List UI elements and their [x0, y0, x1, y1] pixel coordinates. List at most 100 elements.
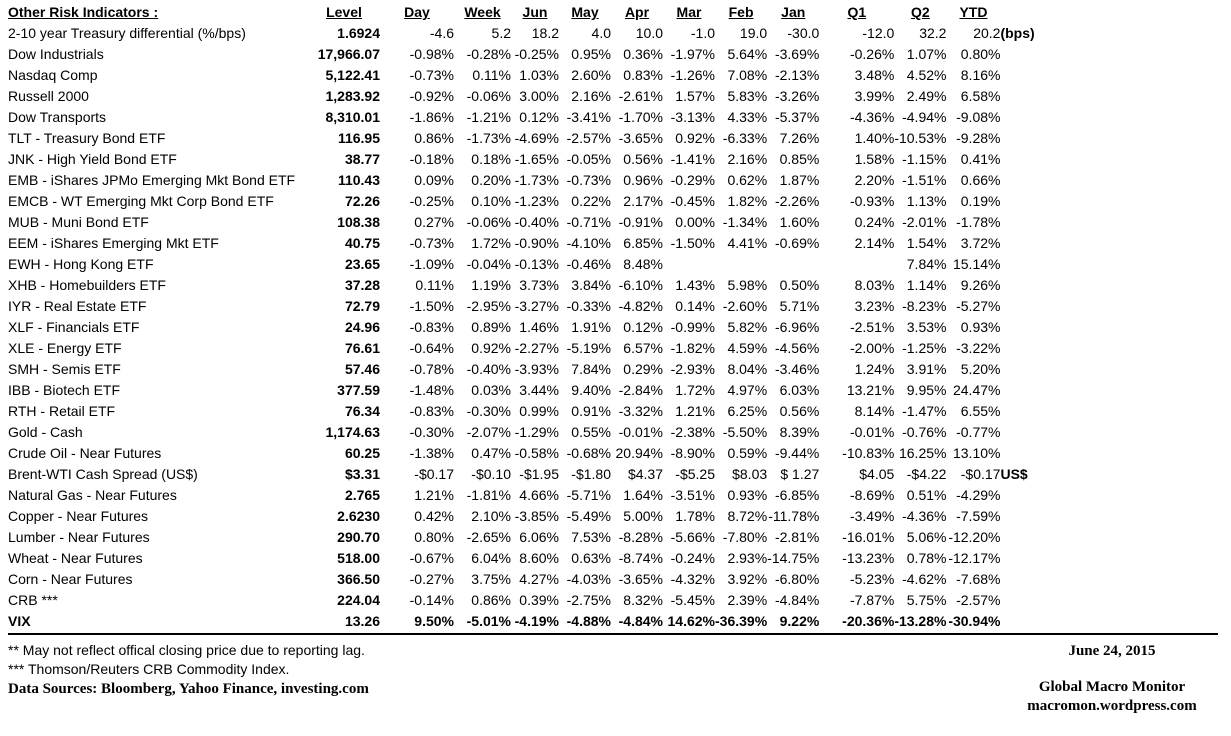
pct-value: -1.48%	[409, 382, 454, 398]
pct-value: -12.0	[862, 25, 895, 41]
pct-value: 8.32%	[623, 592, 663, 608]
unit-suffix	[1000, 191, 1066, 212]
pct-value: 0.99%	[519, 403, 559, 419]
pct-value: -2.00%	[849, 340, 895, 356]
pct-value: 15.14%	[952, 256, 1001, 272]
column-header-jun: Jun	[511, 2, 559, 23]
row-label: Dow Transports	[8, 109, 107, 125]
table-row: SMH - Semis ETF 57.46 -0.78% -0.40% -3.93% 7.…	[8, 359, 1066, 380]
pct-value: -36.39%	[715, 613, 768, 629]
row-label: EMB - iShares JPMo Emerging Mkt Bond ETF	[8, 172, 296, 188]
row-label: Gold - Cash	[8, 424, 83, 440]
table-row: XHB - Homebuilders ETF 37.28 0.11% 1.19% 3.7…	[8, 275, 1066, 296]
unit-suffix	[1000, 506, 1066, 527]
level-value: 290.70	[337, 529, 380, 545]
pct-value: -3.65%	[618, 571, 663, 587]
row-label: Lumber - Near Futures	[8, 529, 150, 545]
pct-value: -12.17%	[948, 550, 1001, 566]
pct-value: -30.94%	[948, 613, 1001, 629]
table-row: XLE - Energy ETF 76.61 -0.64% 0.92% -2.27% -5…	[8, 338, 1066, 359]
pct-value: 9.22%	[779, 613, 820, 629]
pct-value: 0.22%	[571, 193, 611, 209]
unit-suffix	[1000, 128, 1066, 149]
pct-value: 0.00%	[675, 214, 715, 230]
column-header-text: Day	[404, 4, 430, 20]
pct-value: -1.0	[690, 25, 715, 41]
row-label: XHB - Homebuilders ETF	[8, 277, 166, 293]
pct-value: -4.84%	[618, 613, 663, 629]
pct-value: -2.38%	[670, 424, 715, 440]
pct-value: 1.19%	[471, 277, 511, 293]
level-value: 57.46	[344, 361, 380, 377]
pct-value: -4.84%	[774, 592, 820, 608]
pct-value: -2.60%	[722, 298, 768, 314]
pct-value	[767, 254, 819, 275]
pct-value: 0.11%	[472, 67, 511, 83]
pct-value: 5.82%	[727, 319, 768, 335]
pct-value: -0.77%	[956, 424, 1001, 440]
pct-value: -2.93%	[670, 361, 715, 377]
pct-value: -2.13%	[774, 67, 820, 83]
pct-value: -0.14%	[409, 592, 454, 608]
pct-value: 3.92%	[727, 571, 768, 587]
level-value: 24.96	[344, 319, 380, 335]
pct-value: 0.41%	[960, 151, 1001, 167]
level-value: 37.28	[344, 277, 380, 293]
pct-value: 0.93%	[960, 319, 1001, 335]
column-header-text: Apr	[624, 4, 650, 20]
pct-value: 0.09%	[414, 172, 454, 188]
pct-value: -4.94%	[902, 109, 947, 125]
pct-value: 0.29%	[623, 361, 663, 377]
unit-suffix	[1000, 44, 1066, 65]
unit-suffix	[1000, 296, 1066, 317]
pct-value: 8.04%	[727, 361, 768, 377]
table-row: Russell 2000 1,283.92 -0.92% -0.06% 3.00% 2.1…	[8, 86, 1066, 107]
pct-value: -20.36%	[842, 613, 895, 629]
pct-value: $8.03	[732, 466, 768, 482]
row-label: Wheat - Near Futures	[8, 550, 143, 566]
pct-value: -$0.17	[414, 466, 454, 482]
pct-value: -0.92%	[409, 88, 454, 104]
row-label: MUB - Muni Bond ETF	[8, 214, 149, 230]
brand-name: Global Macro Monitor	[1038, 679, 1186, 695]
pct-value: -0.40%	[466, 361, 511, 377]
unit-suffix	[1000, 485, 1066, 506]
row-label: Crude Oil - Near Futures	[8, 445, 162, 461]
pct-value: -0.33%	[566, 298, 611, 314]
pct-value: 8.39%	[779, 424, 820, 440]
column-header-text: Jun	[522, 4, 548, 20]
column-header-day: Day	[380, 2, 454, 23]
pct-value: -8.90%	[670, 445, 715, 461]
pct-value: -3.32%	[618, 403, 663, 419]
pct-value: 2.14%	[854, 235, 895, 251]
pct-value: 20.2	[973, 25, 1001, 41]
pct-value: 0.83%	[623, 67, 663, 83]
unit-suffix	[1000, 212, 1066, 233]
table-row: EEM - iShares Emerging Mkt ETF 40.75 -0.73…	[8, 233, 1066, 254]
pct-value: 0.24%	[854, 214, 895, 230]
pct-value: 5.64%	[727, 46, 768, 62]
level-value: 38.77	[344, 151, 380, 167]
level-value: 23.65	[344, 256, 380, 272]
pct-value: -0.05%	[566, 151, 611, 167]
pct-value: 19.0	[739, 25, 768, 41]
level-value: 224.04	[337, 592, 380, 608]
pct-value: 7.84%	[571, 361, 611, 377]
level-value: 2.765	[344, 487, 380, 503]
column-header-text: Q1	[847, 4, 867, 20]
row-label: Natural Gas - Near Futures	[8, 487, 177, 503]
pct-value: -7.87%	[849, 592, 895, 608]
column-header-jan: Jan	[767, 2, 819, 23]
table-body: 2-10 year Treasury differential (%/bps) 1…	[8, 23, 1066, 632]
pct-value: -2.84%	[618, 382, 663, 398]
pct-value: 2.60%	[571, 67, 611, 83]
pct-value: 6.58%	[960, 88, 1001, 104]
pct-value: -8.28%	[618, 529, 663, 545]
unit-suffix	[1000, 338, 1066, 359]
pct-value: 2.16%	[727, 151, 768, 167]
pct-value: -3.27%	[514, 298, 559, 314]
pct-value: 0.78%	[906, 550, 947, 566]
table-row: EMCB - WT Emerging Mkt Corp Bond ETF 72.2…	[8, 191, 1066, 212]
row-label: EEM - iShares Emerging Mkt ETF	[8, 235, 219, 251]
unit-suffix	[1000, 380, 1066, 401]
